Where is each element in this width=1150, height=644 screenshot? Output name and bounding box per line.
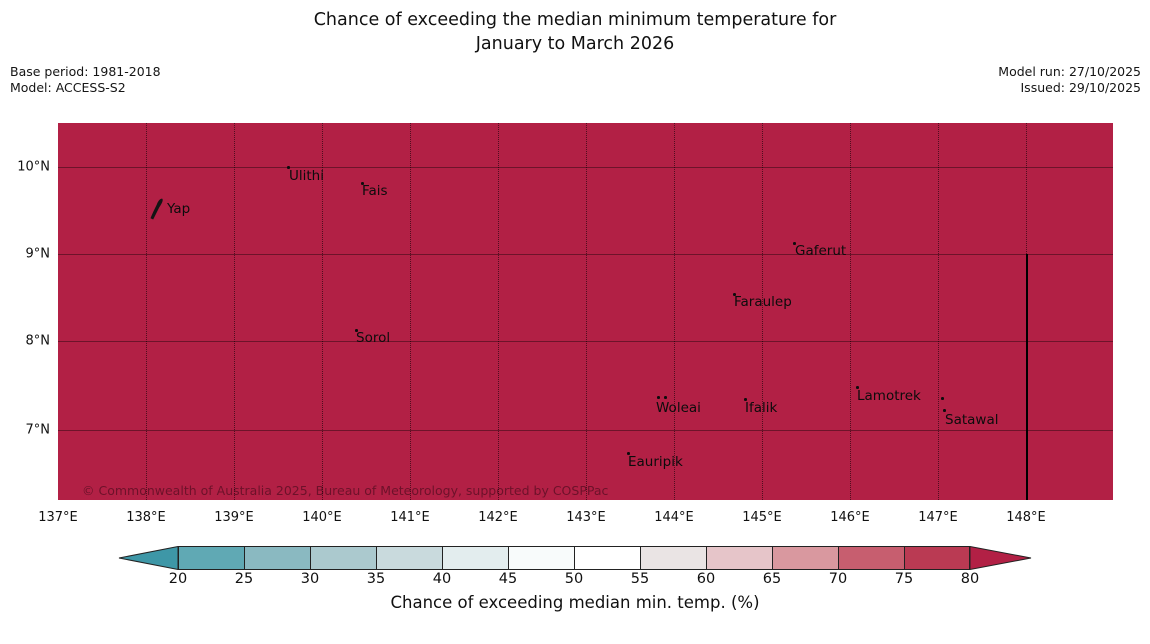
lon-tick-label: 146°E: [830, 510, 870, 525]
island-label: Sorol: [356, 330, 391, 346]
colorbar-tick-label: 35: [366, 571, 386, 587]
colorbar-tick-label: 40: [432, 571, 452, 587]
island-marker-dot: [856, 386, 859, 389]
meta-left: Base period: 1981-2018 Model: ACCESS-S2: [10, 64, 161, 95]
colorbar-segment: [640, 546, 706, 570]
lon-tick-label: 147°E: [918, 510, 958, 525]
colorbar-segment: [574, 546, 640, 570]
map-area: © Commonwealth of Australia 2025, Bureau…: [58, 123, 1113, 500]
colorbar-segment: [310, 546, 376, 570]
lon-tick-label: 144°E: [654, 510, 694, 525]
lon-tick-label: 137°E: [38, 510, 78, 525]
longitude-gridline: [586, 123, 587, 500]
colorbar-tick-label: 70: [828, 571, 848, 587]
longitude-gridline: [850, 123, 851, 500]
longitude-gridline: [674, 123, 675, 500]
colorbar-tick-label: 45: [498, 571, 518, 587]
colorbar-tick-label: 30: [300, 571, 320, 587]
longitude-gridline: [498, 123, 499, 500]
title-line-1: Chance of exceeding the median minimum t…: [313, 10, 837, 30]
lat-tick-label: 7°N: [25, 422, 51, 438]
lat-tick-label: 9°N: [25, 246, 51, 262]
figure-title: Chance of exceeding the median minimum t…: [0, 8, 1150, 56]
island-label: Woleai: [656, 400, 701, 416]
island-marker-dot: [733, 293, 736, 296]
island-label: Fais: [362, 183, 388, 199]
latitude-gridline: [58, 341, 1113, 342]
longitude-gridline: [410, 123, 411, 500]
colorbar-segment: [244, 546, 310, 570]
colorbar-tick-label: 65: [762, 571, 782, 587]
yap-island-shape: [148, 196, 166, 225]
issued-text: Issued: 29/10/2025: [1020, 79, 1142, 95]
island-label: Yap: [167, 201, 191, 217]
colorbar-segment: [178, 546, 244, 570]
lon-tick-label: 141°E: [390, 510, 430, 525]
lon-tick-label: 142°E: [478, 510, 518, 525]
colorbar-segment: [508, 546, 574, 570]
lat-tick-label: 8°N: [25, 333, 51, 349]
island-label: Ifalik: [745, 400, 778, 416]
colorbar: [118, 545, 1032, 571]
base-period-text: Base period: 1981-2018: [10, 64, 161, 79]
colorbar-segment: [772, 546, 838, 570]
latitude-gridline: [58, 254, 1113, 255]
colorbar-tick-label: 75: [894, 571, 914, 587]
longitude-gridline: [322, 123, 323, 500]
model-text: Model: ACCESS-S2: [10, 79, 126, 95]
colorbar-segment: [376, 546, 442, 570]
lon-tick-label: 145°E: [742, 510, 782, 525]
island-marker-dot: [941, 397, 944, 400]
colorbar-tick-label: 80: [960, 571, 980, 587]
colorbar-segment: [904, 546, 970, 570]
lon-tick-label: 140°E: [302, 510, 342, 525]
island-marker-dot: [664, 396, 667, 399]
island-label: Lamotrek: [857, 388, 921, 404]
island-marker-dot: [744, 398, 747, 401]
copyright-text: © Commonwealth of Australia 2025, Bureau…: [82, 483, 609, 498]
island-marker-dot: [793, 242, 796, 245]
meta-right: Model run: 27/10/2025 Issued: 29/10/2025: [998, 64, 1141, 95]
colorbar-tick-label: 60: [696, 571, 716, 587]
island-marker-dot: [943, 409, 946, 412]
island-label: Faraulep: [734, 294, 792, 310]
colorbar-tick-label: 20: [168, 571, 188, 587]
latitude-gridline: [58, 167, 1113, 168]
island-label: Ulithi: [289, 168, 324, 184]
island-marker-dot: [287, 166, 290, 169]
colorbar-over-arrow: [969, 545, 1033, 574]
longitude-gridline: [762, 123, 763, 500]
lon-tick-label: 139°E: [214, 510, 254, 525]
island-label: Satawal: [945, 412, 999, 428]
island-marker-dot: [361, 182, 364, 185]
lon-tick-label: 138°E: [126, 510, 166, 525]
colorbar-under-arrow: [118, 545, 179, 574]
colorbar-segment: [838, 546, 904, 570]
colorbar-tick-label: 50: [564, 571, 584, 587]
island-marker-dot: [355, 329, 358, 332]
longitude-gridline: [146, 123, 147, 500]
island-marker-dot: [657, 396, 660, 399]
longitude-gridline: [234, 123, 235, 500]
colorbar-label: Chance of exceeding median min. temp. (%…: [390, 593, 760, 612]
latitude-gridline: [58, 430, 1113, 431]
island-marker-dot: [627, 452, 630, 455]
lon-tick-label: 148°E: [1006, 510, 1046, 525]
island-label: Eauripik: [628, 454, 683, 470]
colorbar-segment: [706, 546, 772, 570]
title-line-2: January to March 2026: [475, 34, 675, 54]
model-run-text: Model run: 27/10/2025: [998, 64, 1141, 79]
state-border-line: [1026, 254, 1028, 500]
colorbar-tick-label: 25: [234, 571, 254, 587]
colorbar-segment: [442, 546, 508, 570]
island-label: Gaferut: [795, 243, 847, 259]
colorbar-tick-label: 55: [630, 571, 650, 587]
longitude-gridline: [938, 123, 939, 500]
lat-tick-label: 10°N: [17, 159, 50, 175]
lon-tick-label: 143°E: [566, 510, 606, 525]
